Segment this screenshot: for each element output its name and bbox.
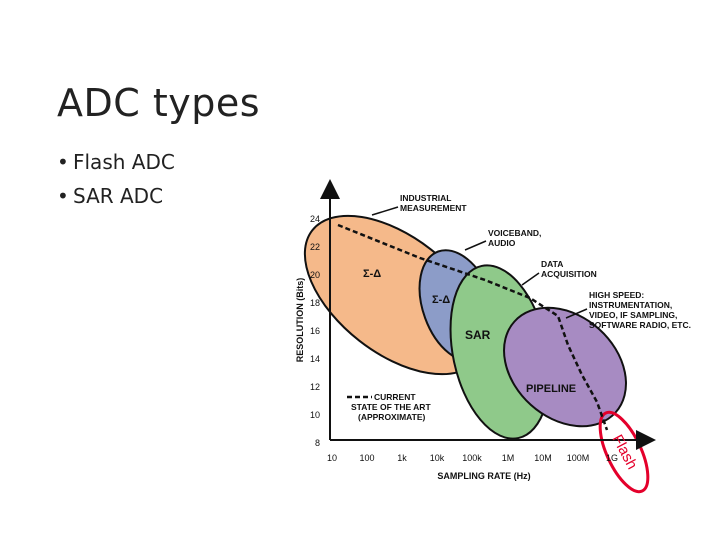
annotation-line: INDUSTRIAL [400,193,451,203]
data-acquisition-annotation: DATA ACQUISITION [541,259,597,279]
annotation-line: ACQUISITION [541,269,597,279]
x-tick-label: 10 [327,453,337,463]
pipeline-label: PIPELINE [526,383,576,395]
bullet-text: Flash ADC [73,150,175,174]
high-speed-pointer [565,308,588,319]
pipeline-region [503,306,627,428]
annotation-line: INSTRUMENTATION, [589,300,672,310]
voiceband-pointer [464,240,487,251]
voiceband-annotation: VOICEBAND, AUDIO [488,228,544,248]
legend-line: CURRENT [374,392,416,402]
y-tick-label: 14 [310,354,320,364]
annotation-line: HIGH SPEED: [589,290,644,300]
sar-label: SAR [465,328,491,342]
slide-title: ADC types [57,81,261,126]
data-acquisition-pointer [521,272,540,286]
x-tick-label: 100k [462,453,482,463]
y-tick-label: 16 [310,326,320,336]
y-tick-label: 24 [310,214,320,224]
y-tick-label: 22 [310,242,320,252]
industrial-pointer [371,206,399,216]
annotation-line: AUDIO [488,238,516,248]
bullet-item-sar: • SAR ADC [57,182,175,216]
legend-line: STATE OF THE ART [351,402,431,412]
x-tick-label: 1G [606,453,618,463]
x-tick-label: 100M [567,453,590,463]
state-of-art-line [337,223,609,431]
legend-text: CURRENT STATE OF THE ART (APPROXIMATE) [351,392,433,422]
x-tick-label: 10M [534,453,552,463]
sigma-delta-label: Σ-Δ [363,268,381,280]
annotation-line: VOICEBAND, [488,228,541,238]
y-tick-label: 18 [310,298,320,308]
bullet-dot-icon: • [57,184,69,208]
legend-line: (APPROXIMATE) [358,412,426,422]
sigma-delta2-label: Σ-Δ [432,294,450,306]
bullet-list: • Flash ADC • SAR ADC [57,148,175,216]
y-tick-label: 8 [315,438,320,448]
x-tick-label: 100 [359,453,374,463]
x-axis-label: SAMPLING RATE (Hz) [437,471,530,481]
high-speed-annotation: HIGH SPEED: INSTRUMENTATION, VIDEO, IF S… [589,290,691,330]
x-tick-label: 1M [502,453,515,463]
y-tick-label: 10 [310,410,320,420]
bullet-text: SAR ADC [73,184,164,208]
y-axis-label: RESOLUTION (Bits) [295,278,305,363]
annotation-line: DATA [541,259,563,269]
y-tick-label: 20 [310,270,320,280]
annotation-line: SOFTWARE RADIO, ETC. [589,320,691,330]
x-tick-label: 1k [397,453,407,463]
x-tick-label: 10k [430,453,445,463]
annotation-line: MEASUREMENT [400,203,467,213]
bullet-dot-icon: • [57,150,69,174]
y-tick-label: 12 [310,382,320,392]
industrial-annotation: INDUSTRIAL MEASUREMENT [400,193,467,213]
annotation-line: VIDEO, IF SAMPLING, [589,310,677,320]
bullet-item-flash: • Flash ADC [57,148,175,182]
